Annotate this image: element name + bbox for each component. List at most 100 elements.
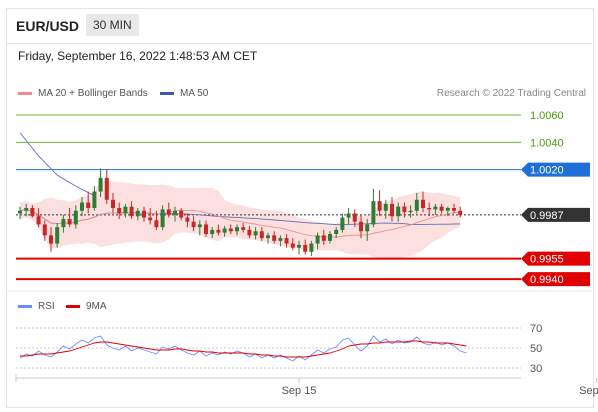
rsi-ma-line [20,340,467,358]
candle-body [433,206,438,210]
level-tag-0.9940 [521,272,590,287]
candle-body [18,210,22,214]
legend-swatch-ma50 [160,91,174,95]
rsi-line [19,335,467,362]
legend-swatch-bollinger [18,91,32,95]
candle-body [185,217,190,222]
legend-swatch-rsi [18,304,32,308]
candle-body [148,217,153,221]
level-tag-1.0020 [521,162,590,177]
candle-body [340,217,345,230]
candle-body [98,177,103,192]
level-label-1.0040: 1.0040 [530,137,564,149]
candle-body [191,221,196,228]
candle-body [166,209,171,215]
candle-body [445,208,450,211]
candle-body [290,243,295,248]
candle-body [123,206,128,214]
candle-body [154,220,159,228]
candle-body [216,229,221,233]
candle-body [414,199,419,211]
level-label-1.0020: 1.0020 [530,165,564,177]
legend-label-rsi-ma: 9MA [86,301,107,312]
candle-body [284,238,289,244]
ma50-tail [19,132,95,197]
candle-body [49,235,53,244]
rsi-tick-70: 70 [530,323,542,335]
candle-body [55,227,60,244]
legend-bollinger: MA 20 + Bollinger Bands [18,88,148,99]
candle-body [235,227,239,232]
candle-body [173,210,177,215]
candle-body [247,229,252,236]
chart-datetime: Friday, September 16, 2022 1:48:53 AM CE… [18,49,258,63]
level-label-0.9955: 0.9955 [530,254,564,266]
candle-body [61,218,66,228]
candle-body [297,244,301,248]
candle-body [303,244,308,252]
level-label-0.9987: 0.9987 [530,210,564,222]
candle-body [30,208,35,217]
candle-body [111,199,115,208]
candle-body [135,210,140,217]
candle-body [452,208,456,211]
candle-body [359,221,363,232]
candle-body [222,228,227,233]
timeframe-badge[interactable]: 30 MIN [86,14,139,36]
legend-label-rsi: RSI [38,301,55,312]
candle-body [24,208,29,211]
candle-body [371,201,376,225]
x-tick-label: Sep 15 [282,385,317,397]
level-label-0.9940: 0.9940 [530,274,564,286]
candle-body [365,224,370,232]
candle-body [241,227,246,230]
ma20-line [19,208,461,238]
candle-body [92,191,97,208]
candle-body [204,224,208,234]
candle-body [402,206,407,213]
candle-body [142,210,146,218]
instrument-name: EUR/USD [16,18,80,34]
candle-body [73,210,78,225]
candle-body [408,210,413,213]
candle-body [309,243,314,252]
candle-body [458,210,463,215]
candle-body [352,213,357,222]
credit-text: Research © 2022 Trading Central [436,88,586,99]
candle-body [129,206,134,217]
candle-body [377,201,382,211]
candle-body [278,238,283,241]
candle-body [36,216,41,225]
candle-body [396,206,401,217]
candle-body [117,208,122,214]
legend-label-ma50: MA 50 [180,88,209,99]
candle-body [67,218,72,225]
candle-body [390,203,394,217]
candle-body [266,235,270,239]
candle-body [42,224,47,236]
candle-body [259,231,264,239]
candle-body [421,199,425,208]
candle-body [179,210,184,218]
candle-body [80,202,84,211]
rsi-tick-50: 50 [530,343,542,355]
candle-body [253,231,258,236]
legend-swatch-rsi-ma [66,304,80,308]
bollinger-band [20,180,461,260]
legend-label-bollinger: MA 20 + Bollinger Bands [38,88,148,99]
candle-body [197,224,202,228]
legend-rsi-ma: 9MA [66,301,107,312]
candle-body [346,213,351,218]
candle-body [104,177,109,200]
candle-body [228,228,233,232]
rsi-tick-30: 30 [530,363,542,375]
candle-body [86,202,91,208]
candle-body [427,208,432,210]
legend-rsi: RSI [18,301,55,312]
x-tick-label: Sep 16 [579,385,598,397]
candle-body [328,234,332,241]
level-tag-0.9987 [521,207,590,222]
candle-body [272,235,277,241]
candle-body [160,209,165,228]
